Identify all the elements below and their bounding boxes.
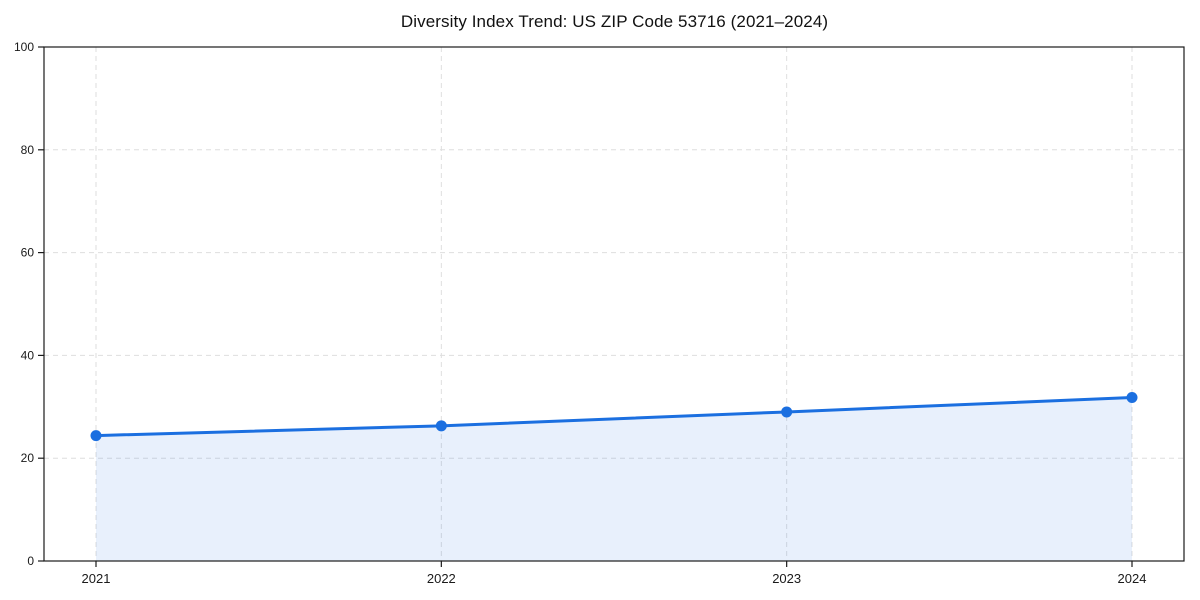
x-tick-label: 2023 bbox=[772, 571, 801, 586]
x-tick-label: 2024 bbox=[1118, 571, 1147, 586]
x-tick-label: 2021 bbox=[82, 571, 111, 586]
chart-title: Diversity Index Trend: US ZIP Code 53716… bbox=[400, 12, 829, 31]
y-tick-label: 60 bbox=[21, 246, 35, 260]
data-point-marker bbox=[435, 420, 447, 432]
y-tick-label: 100 bbox=[14, 40, 34, 54]
data-point-marker bbox=[90, 430, 102, 442]
trend-line bbox=[94, 396, 1134, 438]
data-point-marker bbox=[1126, 392, 1138, 404]
plot-frame bbox=[43, 46, 1185, 562]
x-tick-label: 2022 bbox=[427, 571, 456, 586]
y-tick-label: 40 bbox=[21, 348, 35, 362]
y-tick-label: 0 bbox=[27, 554, 34, 568]
y-tick-label: 80 bbox=[21, 143, 35, 157]
data-point-marker bbox=[781, 406, 793, 418]
area-fill bbox=[96, 397, 1132, 561]
y-tick-label: 20 bbox=[21, 451, 35, 465]
